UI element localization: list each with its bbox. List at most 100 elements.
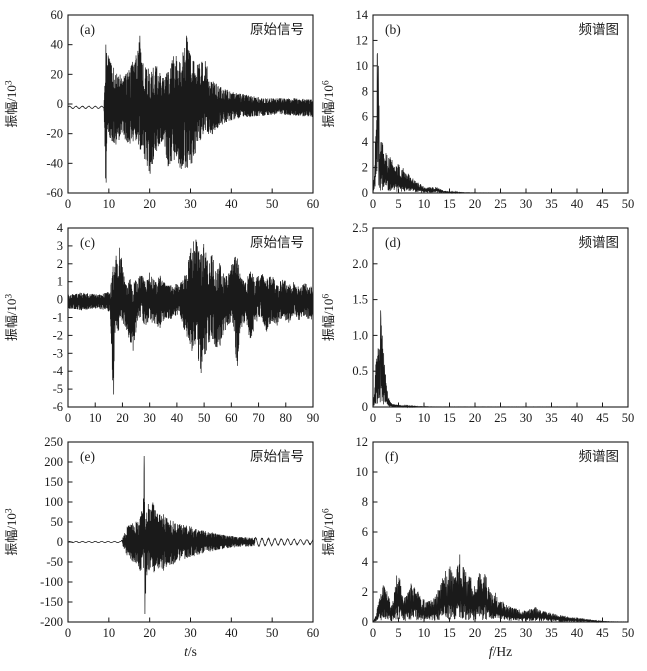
x-tick-label: 50 [622, 411, 635, 425]
y-tick-label: 10 [356, 59, 369, 73]
x-tick-label: 40 [571, 197, 584, 211]
y-tick-label: 12 [356, 435, 369, 449]
y-tick-label: 6 [362, 525, 368, 539]
y-tick-label: -1 [53, 311, 63, 325]
x-tick-label: 15 [443, 197, 456, 211]
x-tick-label: 50 [198, 411, 211, 425]
panel-letter: (f) [385, 449, 399, 464]
x-tick-label: 30 [520, 197, 533, 211]
x-tick-label: 40 [571, 411, 584, 425]
x-tick-label: 35 [545, 411, 558, 425]
y-tick-label: 0 [57, 293, 63, 307]
x-tick-label: 35 [545, 197, 558, 211]
y-axis-label: 振幅/103 [4, 508, 19, 556]
x-axis-label: f/Hz [489, 644, 512, 659]
x-tick-label: 20 [143, 626, 156, 640]
y-axis-label: 振幅/106 [321, 294, 336, 342]
x-tick-label: 35 [545, 626, 558, 640]
y-tick-label: 2 [57, 257, 63, 271]
x-tick-label: 10 [418, 626, 431, 640]
y-tick-label: -150 [40, 595, 63, 609]
y-tick-label: -5 [53, 382, 63, 396]
x-tick-label: 5 [395, 411, 401, 425]
y-tick-label: 100 [44, 495, 63, 509]
panel-title: 频谱图 [579, 235, 620, 250]
x-tick-label: 40 [571, 626, 584, 640]
panel-letter: (c) [80, 235, 95, 250]
panel-title: 原始信号 [250, 22, 304, 37]
panel-letter: (d) [385, 235, 401, 250]
x-tick-label: 20 [469, 626, 482, 640]
y-tick-label: 50 [51, 515, 64, 529]
y-tick-label: 0 [57, 535, 63, 549]
y-tick-label: -200 [40, 615, 63, 629]
y-axis-label: 振幅/106 [321, 80, 336, 128]
y-tick-label: -100 [40, 575, 63, 589]
panel-a: 0 10 20 30 40 50 60 -60 -40 -20 0 20 40 60 (a) 原始信号振幅/1… [4, 8, 319, 211]
axis-box [372, 227, 629, 408]
y-tick-label: 12 [356, 33, 369, 47]
panel-c: 0 10 20 30 40 50 60 70 80 90 -6 -5 -4 -3 -2 -1 0 1 2 3 4 (c) 原… [4, 221, 319, 425]
panel-d: 0 5 10 15 20 25 30 35 40 45 50 0 0.5 1.0 1.5 2.0 2.5 (d) 频… [321, 221, 634, 425]
x-tick-label: 60 [307, 197, 320, 211]
y-tick-label: 10 [356, 465, 369, 479]
y-tick-label: 250 [44, 435, 63, 449]
x-tick-label: 5 [395, 626, 401, 640]
y-tick-label: 1 [57, 275, 63, 289]
y-tick-label: 6 [362, 110, 368, 124]
x-tick-label: 25 [494, 411, 507, 425]
x-tick-label: 10 [103, 197, 116, 211]
y-tick-label: 8 [362, 84, 368, 98]
x-tick-label: 90 [307, 411, 320, 425]
y-tick-label: 1.0 [352, 328, 368, 342]
x-tick-label: 30 [184, 197, 197, 211]
panel-letter: (b) [385, 22, 401, 37]
y-tick-label: 2 [362, 585, 368, 599]
x-tick-label: 60 [225, 411, 238, 425]
x-tick-label: 25 [494, 626, 507, 640]
x-tick-label: 30 [143, 411, 156, 425]
y-tick-label: 0 [362, 615, 368, 629]
y-tick-label: 2.0 [352, 257, 368, 271]
x-tick-label: 15 [443, 411, 456, 425]
x-tick-label: 50 [622, 197, 635, 211]
y-tick-label: -20 [46, 127, 63, 141]
x-axis-label: t/s [184, 644, 197, 659]
y-tick-label: 1.5 [352, 293, 368, 307]
panel-f: 0 5 10 15 20 25 30 35 40 45 50 0 2 4 6 8 10 12 (f) 频谱图振幅/10… [321, 435, 634, 659]
x-tick-label: 30 [520, 626, 533, 640]
panel-title: 频谱图 [579, 22, 620, 37]
y-tick-label: -50 [46, 555, 63, 569]
waveform-trace [67, 35, 314, 183]
x-tick-label: 45 [596, 197, 609, 211]
panel-title: 原始信号 [250, 449, 304, 464]
y-axis-label: 振幅/103 [4, 80, 19, 128]
panel-title: 原始信号 [250, 235, 304, 250]
y-tick-label: 60 [51, 8, 64, 22]
x-tick-label: 30 [184, 626, 197, 640]
panel-letter: (a) [80, 22, 95, 37]
y-tick-label: 4 [362, 555, 369, 569]
x-tick-label: 40 [225, 626, 238, 640]
x-tick-label: 50 [266, 197, 279, 211]
waveform-trace [67, 239, 314, 395]
x-tick-label: 0 [65, 626, 71, 640]
spectrum-trace [372, 53, 629, 195]
y-tick-label: 0.5 [352, 364, 368, 378]
x-tick-label: 10 [418, 197, 431, 211]
y-tick-label: 0 [362, 400, 368, 414]
y-tick-label: 0 [57, 97, 63, 111]
x-tick-label: 80 [280, 411, 293, 425]
x-tick-label: 0 [370, 626, 376, 640]
y-tick-label: 150 [44, 475, 63, 489]
x-tick-label: 45 [596, 626, 609, 640]
y-axis-label: 振幅/103 [4, 294, 19, 342]
panel-e: 0 10 20 30 40 50 60 -200 -150 -100 -50 0 50 100 150 200… [4, 435, 319, 659]
y-tick-label: 3 [57, 239, 63, 253]
x-tick-label: 70 [252, 411, 265, 425]
y-tick-label: 4 [57, 221, 64, 235]
y-tick-label: 20 [51, 67, 64, 81]
x-tick-label: 0 [65, 197, 71, 211]
x-tick-label: 0 [370, 411, 376, 425]
